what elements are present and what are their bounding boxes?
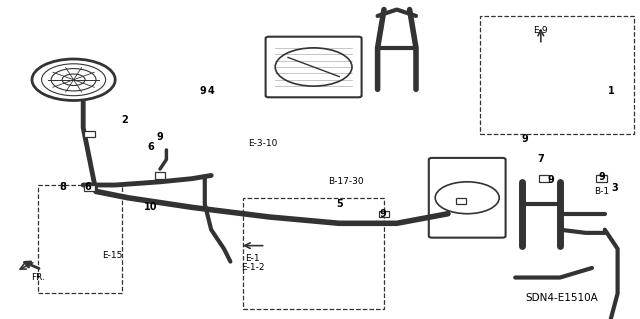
Text: 9: 9 [200,86,206,96]
Text: 5: 5 [336,199,342,209]
Bar [84,185,95,191]
Bar [596,175,607,182]
Text: 1: 1 [608,86,614,96]
Bar [379,211,389,217]
Text: E-1: E-1 [246,254,260,263]
Text: 9: 9 [547,175,554,185]
Text: 2: 2 [122,115,128,125]
Bar [243,198,384,309]
Text: 6: 6 [147,142,154,152]
Text: 4: 4 [208,86,214,96]
Text: B-17-30: B-17-30 [328,177,364,186]
Bar [38,185,122,293]
Text: 9: 9 [380,209,386,219]
Text: SDN4-E1510A: SDN4-E1510A [525,293,598,303]
Text: E-9: E-9 [534,26,548,35]
Bar [480,16,634,134]
Text: 10: 10 [143,202,157,212]
Bar [84,131,95,137]
Bar [539,175,549,182]
Text: 3: 3 [611,183,618,193]
Text: 6: 6 [84,182,91,192]
Text: 8: 8 [60,182,66,192]
Text: 9: 9 [598,172,605,182]
Text: E-3-10: E-3-10 [248,139,277,148]
Text: B-1: B-1 [594,187,609,196]
Bar [456,198,466,204]
Bar [155,172,165,179]
Text: FR.: FR. [31,273,45,282]
Text: E-1-2: E-1-2 [241,263,264,272]
Text: E-15: E-15 [102,251,122,260]
Text: 9: 9 [522,134,528,144]
Text: 7: 7 [538,154,544,165]
Text: 9: 9 [157,132,163,142]
